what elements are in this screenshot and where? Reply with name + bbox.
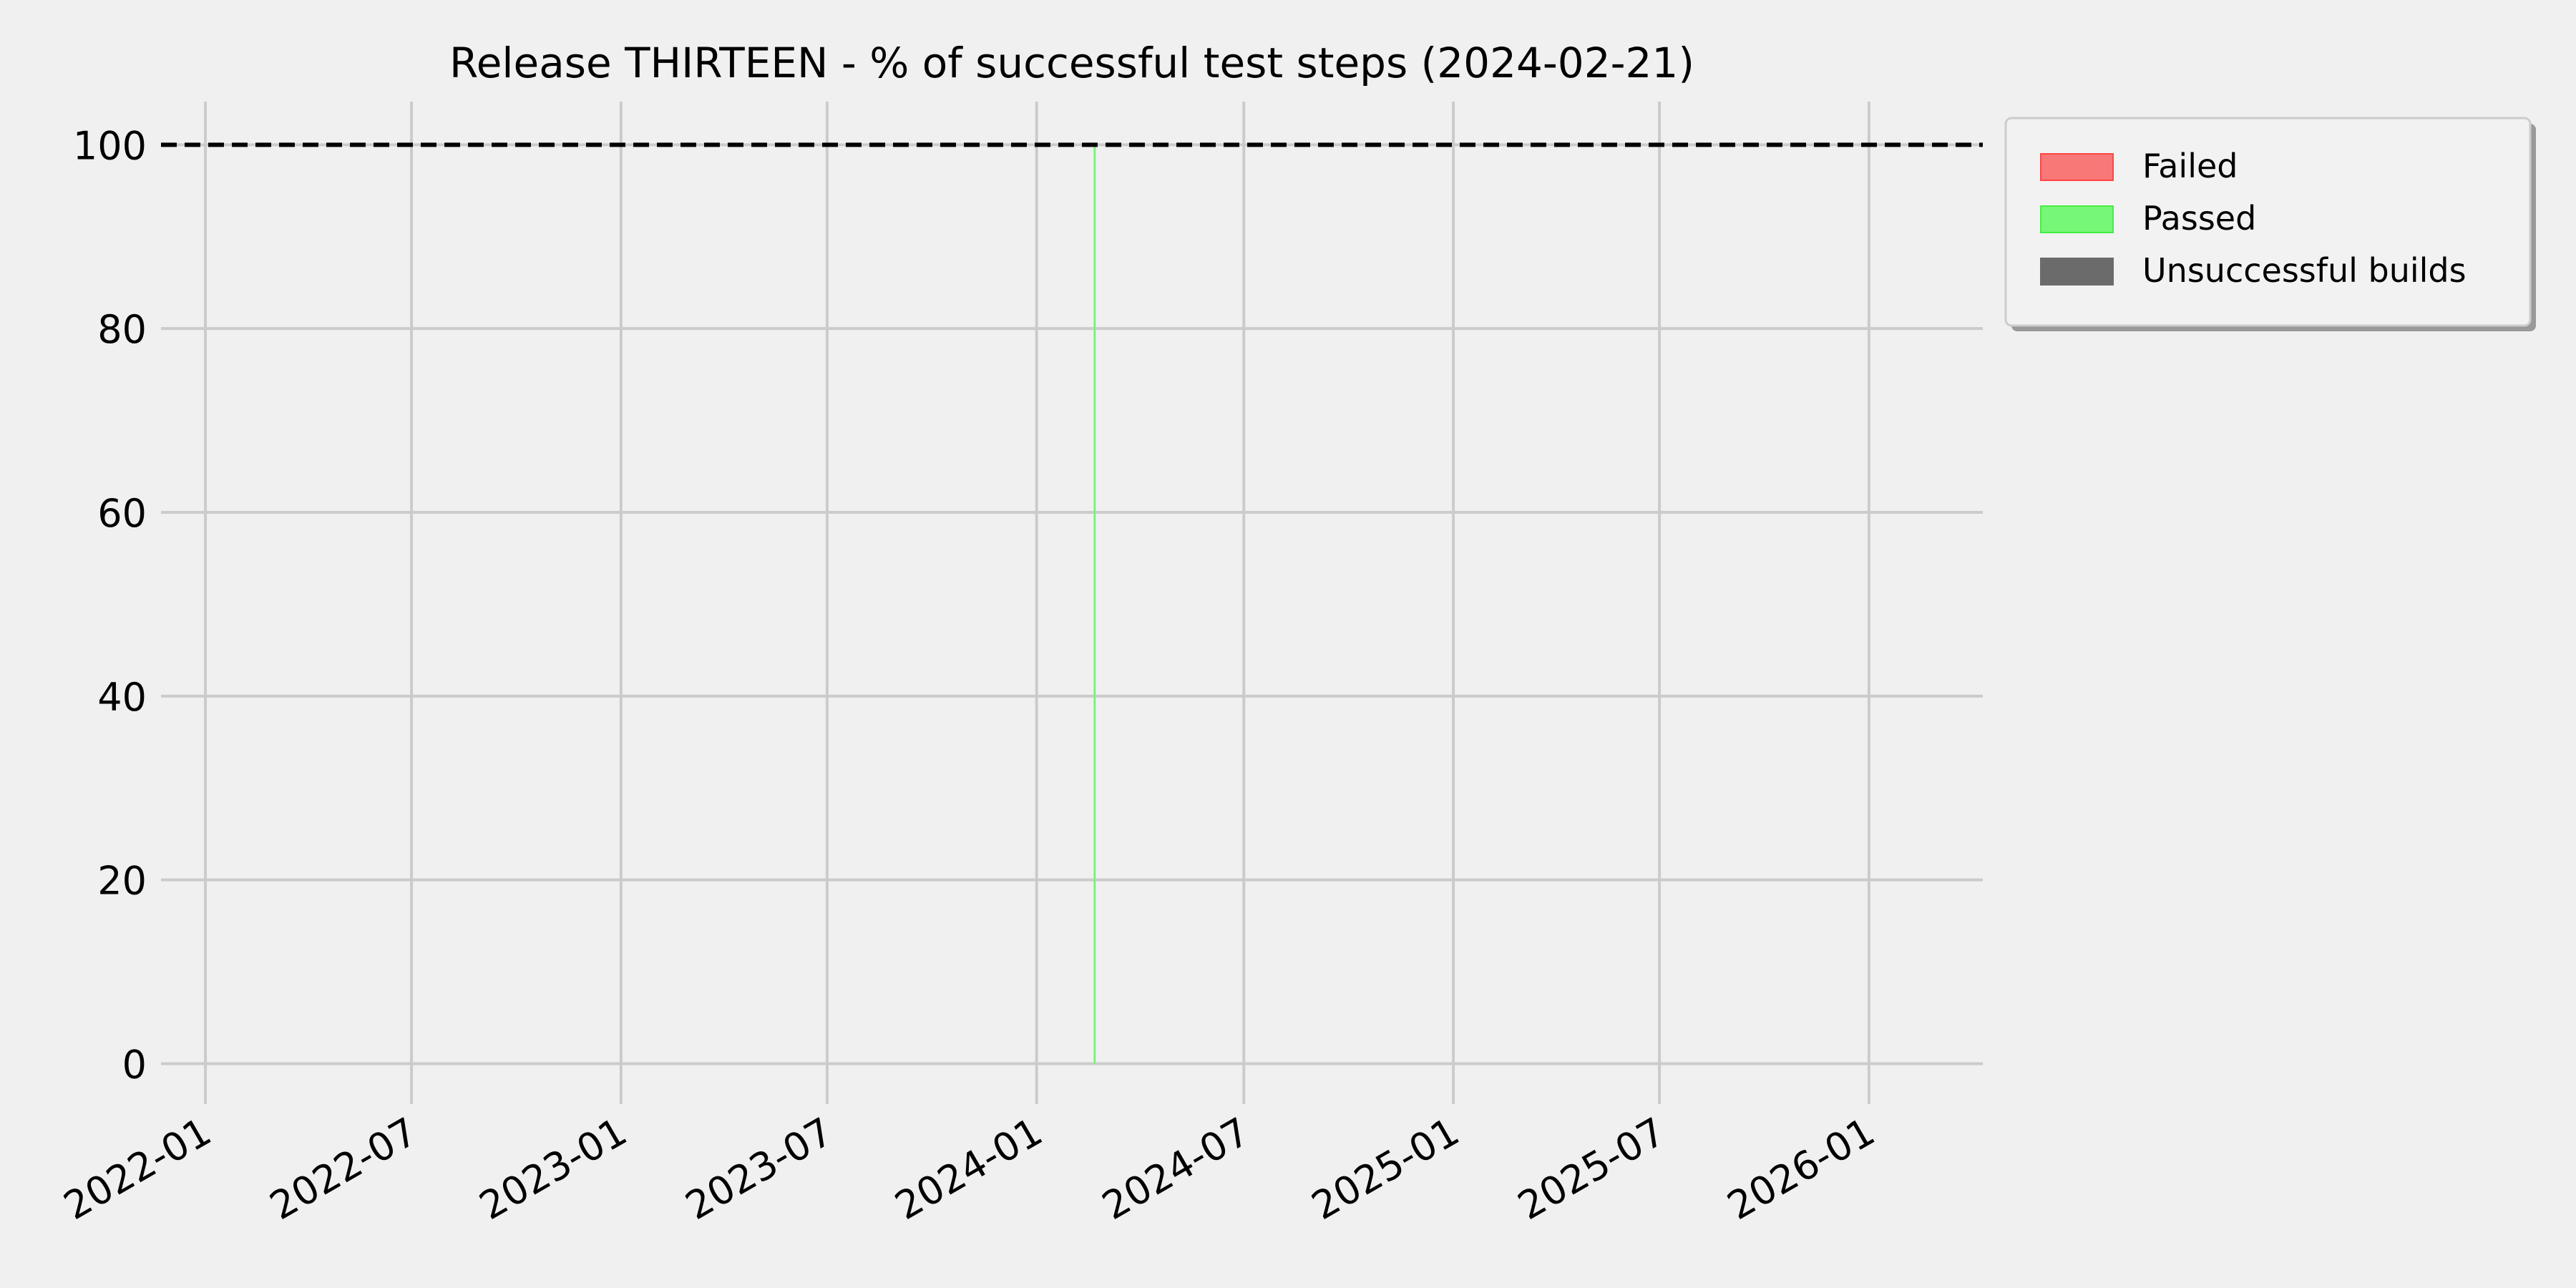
legend-swatch-passed [2040, 205, 2114, 233]
grid [161, 102, 1983, 1104]
legend-swatch-unsuccessful-builds [2040, 258, 2114, 286]
bar-passed [1093, 145, 1096, 1064]
legend-swatch-failed [2040, 153, 2114, 181]
bars [1093, 145, 1096, 1064]
y-tick-label: 40 [97, 675, 147, 720]
legend-label: Failed [2142, 147, 2238, 185]
legend-label: Unsuccessful builds [2142, 251, 2467, 290]
legend-box [2004, 117, 2532, 327]
y-tick-label: 20 [97, 859, 147, 904]
y-tick-label: 80 [97, 307, 147, 352]
chart-title: Release THIRTEEN - % of successful test … [449, 39, 1694, 87]
legend-label: Passed [2142, 199, 2256, 238]
y-axis-ticks: 0 20 40 60 80 100 [73, 123, 147, 1087]
y-tick-label: 60 [97, 491, 147, 536]
legend: Failed Passed Unsuccessful builds [2004, 117, 2536, 331]
y-tick-label: 100 [73, 123, 147, 168]
y-tick-label: 0 [122, 1042, 147, 1087]
